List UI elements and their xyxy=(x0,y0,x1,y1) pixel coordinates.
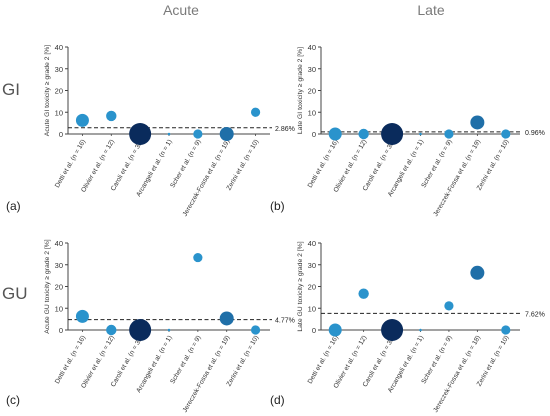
data-point xyxy=(444,129,454,139)
data-point xyxy=(381,319,404,341)
y-tick-label: 40 xyxy=(55,43,63,52)
y-tick-label: 0 xyxy=(59,326,63,335)
y-tick-label: 20 xyxy=(55,283,63,292)
y-tick-label: 10 xyxy=(55,304,63,313)
x-tick-label: Scher et al. (n = 9) xyxy=(169,335,202,386)
y-axis-label: Acute GI toxicity ≥ grade 2 [%] xyxy=(44,45,51,136)
data-point xyxy=(167,132,171,136)
chart-panel-a: 0 10 20 30 40 Acute GI toxicity ≥ grade 2 [%]… xyxy=(44,43,295,218)
x-tick-label: Scher et al. (n = 9) xyxy=(420,335,453,386)
chart-panel-b: 0 10 20 30 40 Late GI toxicity ≥ grade 2 [%]D… xyxy=(297,43,545,218)
y-axis-label: Acute GU toxicity ≥ grade 2 [%] xyxy=(44,239,51,334)
data-point xyxy=(381,123,404,145)
y-tick-label: 30 xyxy=(308,261,316,270)
data-point xyxy=(419,132,422,136)
x-tick-label: Detti et al. (n = 16) xyxy=(54,139,87,190)
x-tick-label: Zerini et al. (n = 10) xyxy=(476,139,511,192)
data-point xyxy=(129,123,152,145)
y-axis-label: Late GU toxicity ≥ grade 2 [%] xyxy=(297,241,304,331)
data-point xyxy=(250,107,261,117)
x-tick-label: Detti et al. (n = 16) xyxy=(54,335,87,386)
panel-tag-b: (b) xyxy=(270,199,285,213)
y-tick-label: 20 xyxy=(308,283,316,292)
data-point xyxy=(328,127,342,141)
data-point xyxy=(358,128,369,140)
y-tick-label: 30 xyxy=(55,261,63,270)
data-point xyxy=(328,323,342,337)
y-tick-label: 20 xyxy=(308,87,316,96)
reference-mean-label: 4.77% xyxy=(275,318,295,325)
data-point xyxy=(470,265,485,280)
y-tick-label: 10 xyxy=(308,108,316,117)
data-point xyxy=(501,129,511,139)
y-tick-label: 10 xyxy=(308,304,316,313)
data-point xyxy=(75,113,89,127)
x-tick-label: Caroli et al. (n = 38) xyxy=(362,335,397,389)
chart-panel-c: 0 10 20 30 40 Acute GU toxicity ≥ grade 2 [%]… xyxy=(44,239,295,414)
y-tick-label: 40 xyxy=(308,43,316,52)
data-point xyxy=(444,301,454,311)
column-title-late: Late xyxy=(417,2,445,18)
y-tick-label: 0 xyxy=(312,326,316,335)
row-title-gu: GU xyxy=(2,284,28,303)
column-title-acute: Acute xyxy=(163,2,199,18)
y-tick-label: 30 xyxy=(308,65,316,74)
y-tick-label: 10 xyxy=(55,108,63,117)
row-title-gi: GI xyxy=(2,80,20,99)
data-point xyxy=(129,319,152,341)
panel-tag-d: (d) xyxy=(270,393,285,407)
data-point xyxy=(106,110,117,122)
x-tick-label: Olivier et al. (n = 12) xyxy=(80,139,116,194)
x-tick-label: Olivier et al. (n = 12) xyxy=(80,335,116,390)
y-tick-label: 40 xyxy=(308,239,316,248)
y-axis-label: Late GI toxicity ≥ grade 2 [%] xyxy=(297,47,304,134)
x-tick-label: Caroli et al. (n = 38) xyxy=(110,335,145,389)
x-tick-label: Caroli et al. (n = 38) xyxy=(110,139,145,193)
data-point xyxy=(193,129,203,139)
data-point xyxy=(106,324,117,336)
data-point xyxy=(470,115,485,130)
data-point xyxy=(501,325,511,335)
data-point xyxy=(419,328,422,332)
reference-mean-label: 2.86% xyxy=(275,126,295,133)
data-point xyxy=(250,325,261,335)
y-tick-label: 30 xyxy=(55,65,63,74)
reference-mean-label: 7.62% xyxy=(525,311,545,318)
x-tick-label: Detti et al. (n = 16) xyxy=(307,139,340,190)
y-tick-label: 0 xyxy=(312,130,316,139)
x-tick-label: Scher et al. (n = 9) xyxy=(420,139,453,190)
panel-tag-a: (a) xyxy=(6,199,21,213)
data-point xyxy=(167,328,171,332)
chart-panel-d: 0 10 20 30 40 Late GU toxicity ≥ grade 2 [%]D… xyxy=(297,239,545,414)
data-point xyxy=(75,309,89,323)
reference-mean-label: 0.96% xyxy=(525,130,545,137)
y-tick-label: 0 xyxy=(59,130,63,139)
x-tick-label: Zerini et al. (n = 10) xyxy=(226,335,261,388)
panel-tag-c: (c) xyxy=(6,393,20,407)
data-point xyxy=(358,288,369,299)
data-point xyxy=(219,127,234,141)
data-point xyxy=(219,311,234,326)
data-point xyxy=(193,252,203,263)
x-tick-label: Caroli et al. (n = 38) xyxy=(362,139,397,193)
x-tick-label: Scher et al. (n = 9) xyxy=(169,139,202,190)
x-tick-label: Zerini et al. (n = 10) xyxy=(226,139,261,192)
x-tick-label: Detti et al. (n = 16) xyxy=(307,335,340,386)
y-tick-label: 40 xyxy=(55,239,63,248)
x-tick-label: Zerini et al. (n = 10) xyxy=(476,335,511,388)
y-tick-label: 20 xyxy=(55,87,63,96)
